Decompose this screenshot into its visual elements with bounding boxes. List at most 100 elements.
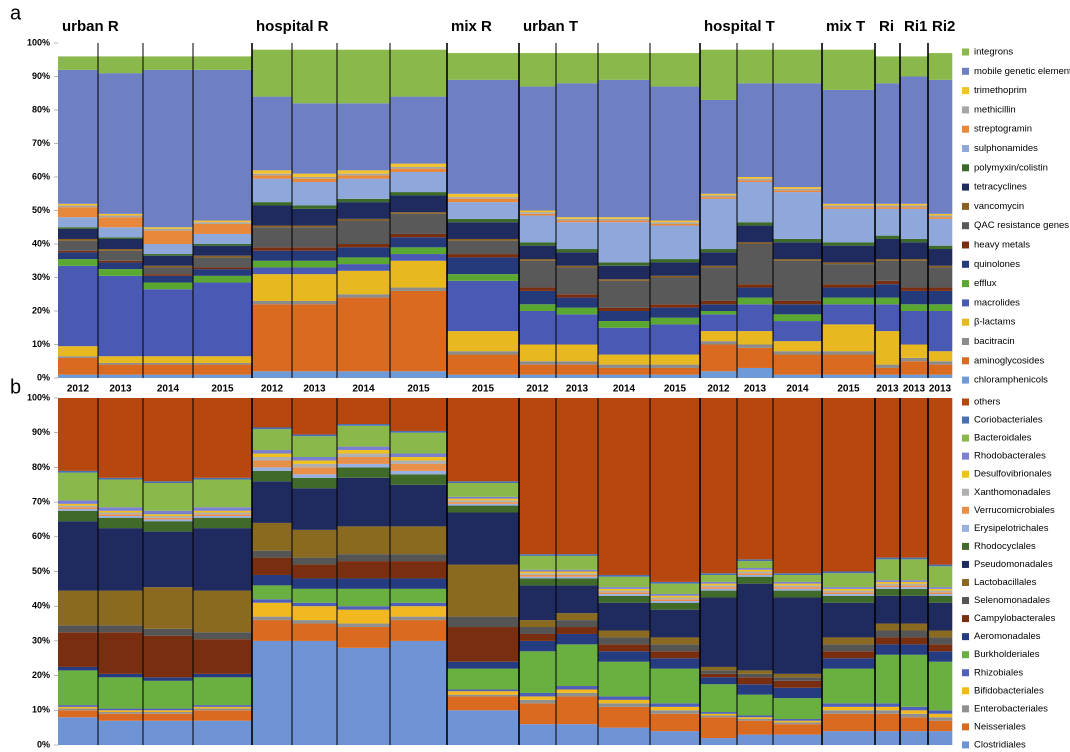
- bar-segment: [822, 287, 876, 298]
- legend-label: polymyxin/colistin: [974, 162, 1048, 173]
- bar-segment: [598, 311, 651, 322]
- bar-segment: [700, 99, 738, 194]
- bar-segment: [822, 207, 876, 209]
- bar-segment: [875, 644, 901, 655]
- bar-segment: [193, 69, 253, 221]
- bar-segment: [737, 673, 774, 678]
- bar-segment: [900, 587, 929, 589]
- bar-segment: [773, 720, 823, 723]
- bar-segment: [337, 294, 391, 298]
- bar-segment: [447, 257, 520, 275]
- y-tick-label: 70%: [32, 496, 50, 506]
- bar-segment: [556, 574, 599, 577]
- legend-label: Selenomonadales: [974, 595, 1050, 606]
- bar-segment: [390, 192, 448, 196]
- bar-segment: [58, 346, 99, 357]
- y-tick-label: 0%: [37, 372, 50, 382]
- bar-segment: [447, 512, 520, 565]
- bar-segment: [292, 398, 338, 435]
- group-label: Ri: [879, 18, 894, 35]
- legend-label: Erysipelotrichales: [974, 523, 1049, 534]
- bar-segment: [58, 706, 99, 709]
- bar-segment: [875, 280, 901, 285]
- bar-segment: [252, 274, 293, 301]
- legend-swatch: [962, 723, 969, 731]
- bar-segment: [447, 53, 520, 80]
- bar-segment: [193, 639, 253, 674]
- bar-segment: [337, 424, 391, 426]
- bar-segment: [193, 269, 253, 276]
- legend-label: Rhodocyclales: [974, 541, 1036, 552]
- bar-segment: [519, 398, 557, 555]
- bar-segment: [556, 576, 599, 579]
- bar-segment: [700, 344, 738, 372]
- bar-segment: [292, 267, 338, 275]
- bar-segment: [337, 588, 391, 607]
- group-label: urban T: [523, 18, 578, 35]
- bar-segment: [928, 304, 953, 311]
- bar-segment: [556, 633, 599, 645]
- bar-segment: [519, 571, 557, 574]
- bar-segment: [773, 190, 823, 193]
- bar-segment: [875, 623, 901, 631]
- bar-segment: [900, 654, 929, 707]
- bar-segment: [193, 398, 253, 478]
- bar-segment: [143, 265, 194, 268]
- bar-segment: [737, 178, 774, 181]
- bar-segment: [193, 233, 253, 244]
- bar-segment: [822, 398, 876, 572]
- bar-segment: [58, 217, 99, 228]
- bar-segment: [598, 265, 651, 280]
- bar-segment: [737, 677, 774, 685]
- bar-segment: [337, 526, 391, 555]
- bar-segment: [598, 53, 651, 80]
- bar-segment: [193, 257, 253, 268]
- legend-label: Desulfovibrionales: [974, 469, 1052, 480]
- bar-segment: [737, 297, 774, 305]
- bar-segment: [598, 574, 651, 577]
- legend-swatch: [962, 87, 969, 95]
- bar-segment: [447, 481, 520, 484]
- legend-swatch: [962, 280, 969, 288]
- bar-segment: [556, 53, 599, 84]
- group-label: mix R: [451, 18, 492, 35]
- bar-segment: [193, 356, 253, 363]
- bar-segment: [292, 564, 338, 579]
- bar-segment: [447, 193, 520, 198]
- legend-label: Neisseriales: [974, 721, 1026, 732]
- bar-segment: [875, 713, 901, 732]
- y-tick-label: 70%: [32, 138, 50, 148]
- y-tick-label: 100%: [27, 392, 50, 402]
- bar-segment: [875, 374, 901, 378]
- bar-segment: [875, 637, 901, 645]
- bar-segment: [773, 673, 823, 678]
- bar-segment: [822, 571, 876, 574]
- bar-segment: [928, 588, 953, 591]
- bar-segment: [143, 519, 194, 522]
- bar-segment: [773, 187, 823, 189]
- bar-segment: [556, 398, 599, 555]
- legend-swatch: [962, 651, 969, 659]
- bar-segment: [58, 666, 99, 671]
- bar-segment: [193, 632, 253, 640]
- bar-segment: [598, 367, 651, 375]
- bar-segment: [292, 456, 338, 461]
- bar-segment: [292, 177, 338, 179]
- bar-segment: [390, 398, 448, 431]
- legend-swatch: [962, 183, 969, 191]
- bar-segment: [556, 585, 599, 614]
- bar-segment: [737, 344, 774, 348]
- bar-segment: [252, 557, 293, 575]
- y-tick-label: 90%: [32, 71, 50, 81]
- bar-segment: [650, 706, 701, 711]
- bar-segment: [252, 602, 293, 617]
- bar-segment: [598, 279, 651, 281]
- bar-segment: [598, 706, 651, 728]
- bar-segment: [556, 218, 599, 221]
- bar-segment: [390, 430, 448, 433]
- bar-segment: [447, 483, 520, 497]
- bar-segment: [875, 587, 901, 589]
- bar-segment: [598, 602, 651, 631]
- legend-label: Bifidobacteriales: [974, 685, 1044, 696]
- bar-segment: [773, 680, 823, 688]
